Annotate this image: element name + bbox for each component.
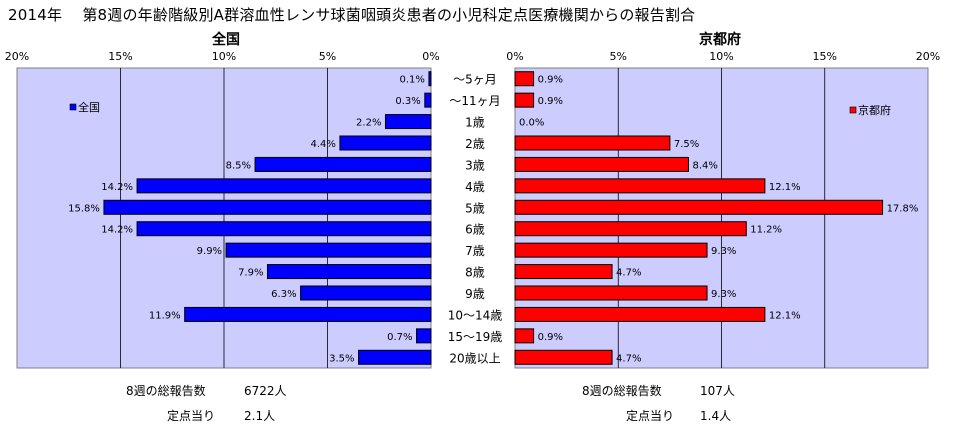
kyoto-per-site-value: 1.4人 bbox=[700, 409, 732, 423]
chart-title: 2014年 第8週の年齢階級別A群溶血性レンサ球菌咽頭炎患者の小児科定点医療機関… bbox=[8, 6, 696, 24]
national-per-site-value: 2.1人 bbox=[244, 409, 276, 423]
right-bar bbox=[514, 306, 766, 322]
right-bar bbox=[514, 135, 671, 151]
right-bar-value-label: 12.1% bbox=[769, 310, 801, 321]
left-bar-value-label: 9.9% bbox=[197, 246, 222, 257]
left-bar-value-label: 11.9% bbox=[149, 310, 181, 321]
left-bar-value-label: 0.7% bbox=[387, 332, 412, 343]
left-bar-value-label: 14.2% bbox=[101, 182, 133, 193]
right-bar bbox=[514, 242, 708, 258]
right-bar bbox=[514, 71, 535, 87]
right-bar-value-label: 9.3% bbox=[711, 289, 736, 300]
kyoto-per-site-label: 定点当り bbox=[626, 409, 675, 423]
category-label: 10～14歳 bbox=[448, 308, 503, 322]
left-bar bbox=[428, 71, 432, 87]
right-bar bbox=[514, 328, 535, 344]
left-bar bbox=[358, 349, 432, 365]
right-tick-label: 10% bbox=[709, 50, 733, 63]
category-label: 1歳 bbox=[465, 116, 485, 130]
right-panel-title: 京都府 bbox=[699, 31, 741, 48]
left-bar bbox=[103, 199, 432, 215]
right-bar-value-label: 4.7% bbox=[616, 353, 641, 364]
left-bar-value-label: 7.9% bbox=[238, 268, 263, 279]
left-tick-label: 0% bbox=[422, 50, 439, 63]
right-bar bbox=[514, 178, 766, 194]
left-panel-title: 全国 bbox=[211, 31, 240, 48]
category-label: 20歳以上 bbox=[449, 351, 500, 365]
left-tick-label: 10% bbox=[212, 50, 236, 63]
national-per-site-label: 定点当り bbox=[167, 409, 216, 423]
right-bar-value-label: 12.1% bbox=[769, 182, 801, 193]
right-bar-value-label: 0.0% bbox=[519, 118, 544, 129]
left-bar bbox=[384, 114, 432, 130]
category-label: 15～19歳 bbox=[448, 330, 503, 344]
left-bar-value-label: 8.5% bbox=[226, 160, 251, 171]
kyoto-total-value: 107人 bbox=[700, 384, 735, 398]
left-bar-value-label: 2.2% bbox=[356, 118, 381, 129]
category-label: ～11ヶ月 bbox=[449, 94, 500, 108]
right-bar-value-label: 17.8% bbox=[887, 203, 919, 214]
left-tick-label: 20% bbox=[5, 50, 29, 63]
left-bar bbox=[254, 156, 432, 172]
kyoto-total-label: 8週の総報告数 bbox=[582, 384, 662, 398]
right-bar bbox=[514, 349, 613, 365]
right-bar bbox=[514, 92, 535, 108]
national-per-site-row: 定点当り 2.1人 bbox=[167, 407, 275, 424]
right-bar-value-label: 8.4% bbox=[692, 160, 717, 171]
left-tick-label: 5% bbox=[319, 50, 336, 63]
category-label: 5歳 bbox=[465, 201, 485, 215]
left-bar bbox=[184, 306, 432, 322]
left-bar-value-label: 3.5% bbox=[329, 353, 354, 364]
national-total-value: 6722人 bbox=[244, 384, 287, 398]
left-bar bbox=[225, 242, 432, 258]
category-label: 8歳 bbox=[465, 266, 485, 280]
left-bar bbox=[300, 285, 432, 301]
right-tick-label: 15% bbox=[813, 50, 837, 63]
right-bar-value-label: 7.5% bbox=[674, 139, 699, 150]
left-tick-label: 15% bbox=[108, 50, 132, 63]
left-bar-value-label: 14.2% bbox=[101, 225, 133, 236]
right-bar-value-label: 4.7% bbox=[616, 268, 641, 279]
left-bar bbox=[136, 221, 432, 237]
left-bar bbox=[416, 328, 432, 344]
left-legend-swatch bbox=[69, 103, 77, 111]
right-bar bbox=[514, 264, 613, 280]
right-bar-value-label: 0.9% bbox=[538, 332, 563, 343]
category-label: 2歳 bbox=[465, 137, 485, 151]
left-bar-value-label: 4.4% bbox=[311, 139, 336, 150]
right-bar-value-label: 11.2% bbox=[750, 225, 782, 236]
right-bar bbox=[514, 156, 689, 172]
right-tick-label: 20% bbox=[916, 50, 940, 63]
left-bar-value-label: 0.3% bbox=[395, 96, 420, 107]
right-legend-swatch bbox=[849, 106, 857, 114]
left-bar bbox=[339, 135, 432, 151]
left-legend-label: 全国 bbox=[78, 100, 100, 114]
national-total-label: 8週の総報告数 bbox=[126, 384, 206, 398]
category-label: ～5ヶ月 bbox=[453, 73, 497, 87]
left-bar bbox=[136, 178, 432, 194]
right-bar-value-label: 9.3% bbox=[711, 246, 736, 257]
left-bar-value-label: 0.1% bbox=[400, 75, 425, 86]
category-label: 4歳 bbox=[465, 180, 485, 194]
right-bar bbox=[514, 221, 747, 237]
category-label: 3歳 bbox=[465, 158, 485, 172]
category-label: 6歳 bbox=[465, 223, 485, 237]
right-bar bbox=[514, 199, 884, 215]
right-bar-value-label: 0.9% bbox=[538, 96, 563, 107]
category-label: 7歳 bbox=[465, 244, 485, 258]
kyoto-total-row: 8週の総報告数 107人 bbox=[582, 382, 735, 399]
right-bar-value-label: 0.9% bbox=[538, 75, 563, 86]
right-bar bbox=[514, 285, 708, 301]
left-bar-value-label: 15.8% bbox=[68, 203, 100, 214]
left-bar bbox=[424, 92, 432, 108]
left-bar bbox=[266, 264, 432, 280]
national-total-row: 8週の総報告数 6722人 bbox=[126, 382, 287, 399]
right-tick-label: 5% bbox=[610, 50, 627, 63]
kyoto-per-site-row: 定点当り 1.4人 bbox=[626, 407, 731, 424]
category-label: 9歳 bbox=[465, 287, 485, 301]
right-legend-label: 京都府 bbox=[858, 103, 891, 117]
left-bar-value-label: 6.3% bbox=[271, 289, 296, 300]
right-tick-label: 0% bbox=[506, 50, 523, 63]
